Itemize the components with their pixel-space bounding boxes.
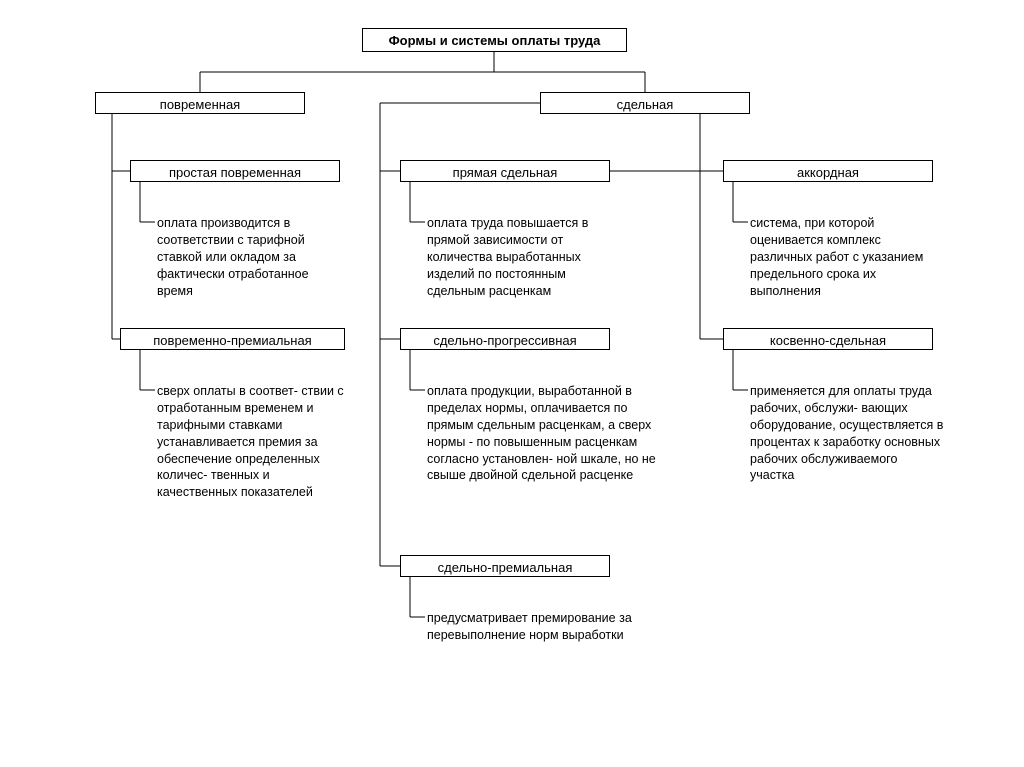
right-item-0-desc: система, при которой оценивается комплек… xyxy=(750,215,930,299)
left-item-1-box: повременно-премиальная xyxy=(120,328,345,350)
left-header-node: повременная xyxy=(95,92,305,114)
left-item-0-box: простая повременная xyxy=(130,160,340,182)
middle-item-0-desc: оплата труда повышается в прямой зависим… xyxy=(427,215,622,299)
left-item-1-desc: сверх оплаты в соответ- ствии с отработа… xyxy=(157,383,352,501)
left-item-0-desc: оплата производится в соответствии с тар… xyxy=(157,215,337,299)
middle-item-1-desc: оплата продукции, выработанной в предела… xyxy=(427,383,657,484)
middle-item-1-box: сдельно-прогрессивная xyxy=(400,328,610,350)
middle-item-2-desc: предусматривает премирование за перевыпо… xyxy=(427,610,687,644)
middle-header-node: сдельная xyxy=(540,92,750,114)
right-item-1-box: косвенно-сдельная xyxy=(723,328,933,350)
middle-item-2-box: сдельно-премиальная xyxy=(400,555,610,577)
root-node: Формы и системы оплаты труда xyxy=(362,28,627,52)
middle-item-0-box: прямая сдельная xyxy=(400,160,610,182)
right-item-1-desc: применяется для оплаты труда рабочих, об… xyxy=(750,383,945,484)
right-item-0-box: аккордная xyxy=(723,160,933,182)
